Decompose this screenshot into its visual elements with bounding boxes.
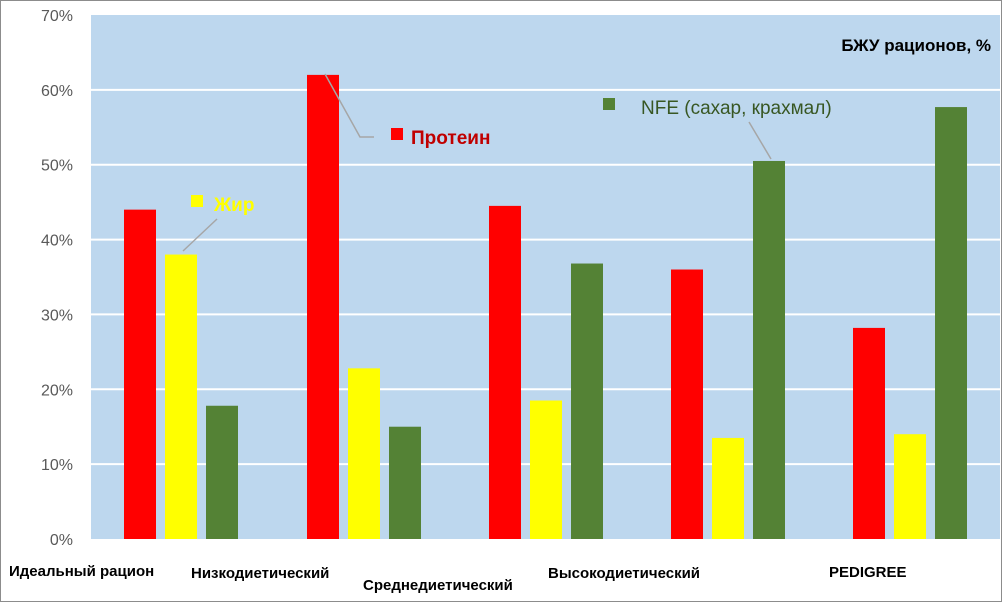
legend-leader-line [748, 121, 772, 160]
y-tick-label: 30% [41, 307, 73, 324]
y-tick-label: 20% [41, 382, 73, 399]
legend-label: Жир [213, 195, 254, 216]
x-tick-label: Среднедиетический [363, 577, 513, 594]
bar-3-1 [206, 405, 238, 539]
legend: Протеин Жир NFE (сахар, крахмал) [182, 73, 832, 252]
x-tick-label: Идеальный рацион [9, 563, 154, 580]
gridlines [91, 88, 1000, 466]
legend-leader-line [324, 73, 374, 138]
y-axis-ticks: 0% 10% 20% 30% 40% 50% 60% 70% [41, 8, 73, 549]
legend-swatch [391, 128, 403, 140]
y-tick-label: 0% [50, 532, 73, 549]
bar-2-3 [530, 400, 562, 539]
x-tick-label: Низкодиетический [191, 565, 329, 582]
bar-3-5 [935, 107, 967, 540]
x-axis-ticks: Идеальный рацион Низкодиетический Среднеди… [9, 563, 907, 594]
bar-1-4 [671, 269, 703, 539]
bar-1-5 [853, 327, 885, 539]
x-tick-label: PEDIGREE [829, 564, 907, 581]
bar-2-2 [348, 368, 380, 539]
bar-1-2 [307, 74, 339, 539]
chart-title: БЖУ рационов, % [841, 36, 991, 55]
bar-3-4 [753, 160, 785, 539]
legend-swatch [191, 195, 203, 207]
y-tick-label: 60% [41, 83, 73, 100]
legend-leader-line [182, 218, 218, 252]
bar-3-3 [571, 263, 603, 539]
y-tick-label: 40% [41, 233, 73, 250]
bar-2-1 [165, 254, 197, 540]
bar-1-3 [489, 205, 521, 539]
legend-swatch [603, 98, 615, 110]
y-tick-label: 10% [41, 457, 73, 474]
bar-1-1 [124, 209, 156, 539]
x-tick-label: Высокодиетический [548, 565, 700, 582]
legend-label: Протеин [411, 128, 490, 149]
y-tick-label: 50% [41, 158, 73, 175]
bar-3-2 [389, 426, 421, 539]
y-tick-label: 70% [41, 8, 73, 25]
bar-2-4 [712, 437, 744, 539]
bars [124, 74, 967, 540]
bar-2-5 [894, 434, 926, 539]
legend-label: NFE (сахар, крахмал) [641, 98, 832, 119]
